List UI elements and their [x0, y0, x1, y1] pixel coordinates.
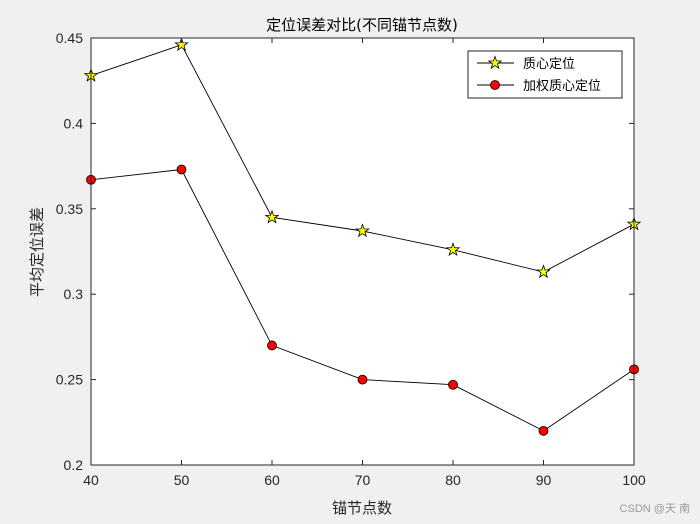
- legend-marker-0: [487, 55, 503, 70]
- x-tick-label: 80: [445, 472, 461, 488]
- data-point-1-5: [538, 425, 549, 436]
- data-point-0-4: [445, 242, 461, 257]
- y-tick-label: 0.45: [56, 30, 83, 46]
- plot-area: [91, 38, 634, 465]
- data-point-0-3: [355, 223, 370, 238]
- chart-title: 定位误差对比(不同锚节点数): [266, 16, 458, 34]
- y-tick-label: 0.2: [64, 457, 84, 473]
- y-tick-label: 0.35: [56, 201, 83, 217]
- data-point-1-4: [448, 379, 458, 390]
- legend-box: [467, 50, 623, 99]
- data-point-1-2: [267, 340, 277, 351]
- data-point-1-1: [176, 164, 187, 175]
- legend-marker-circle: [490, 80, 500, 90]
- x-axis-label: 锚节点数: [332, 499, 392, 517]
- legend: 质心定位 加权质心定位: [467, 50, 623, 99]
- y-tick-label: 0.3: [64, 286, 84, 302]
- data-point-0-1: [174, 37, 189, 52]
- x-tick-label: 90: [536, 472, 552, 488]
- legend-marker-star: [487, 55, 503, 70]
- x-tick-label: 50: [174, 472, 190, 488]
- data-point-0-5: [536, 264, 551, 279]
- tick-layer: 40 50 60 70 80 90 100 0.2 0.25 0.3 0.35 0.4 0.45: [56, 30, 646, 488]
- legend-label-1: 加权质心定位: [523, 78, 601, 94]
- watermark: CSDN @天 南: [620, 502, 690, 515]
- y-axis-label: 平均定位误差: [28, 207, 46, 297]
- legend-marker-1: [490, 80, 500, 90]
- legend-label-0: 质心定位: [523, 57, 575, 72]
- data-point-1-3: [357, 374, 368, 385]
- y-tick-label: 0.25: [56, 372, 83, 388]
- x-tick-label: 40: [83, 472, 99, 488]
- x-tick-label: 60: [264, 472, 280, 488]
- x-tick-label: 70: [355, 472, 371, 488]
- y-tick-label: 0.4: [64, 115, 84, 131]
- x-tick-label: 100: [622, 472, 646, 488]
- data-point-0-2: [264, 209, 280, 224]
- series-layer: [83, 37, 642, 436]
